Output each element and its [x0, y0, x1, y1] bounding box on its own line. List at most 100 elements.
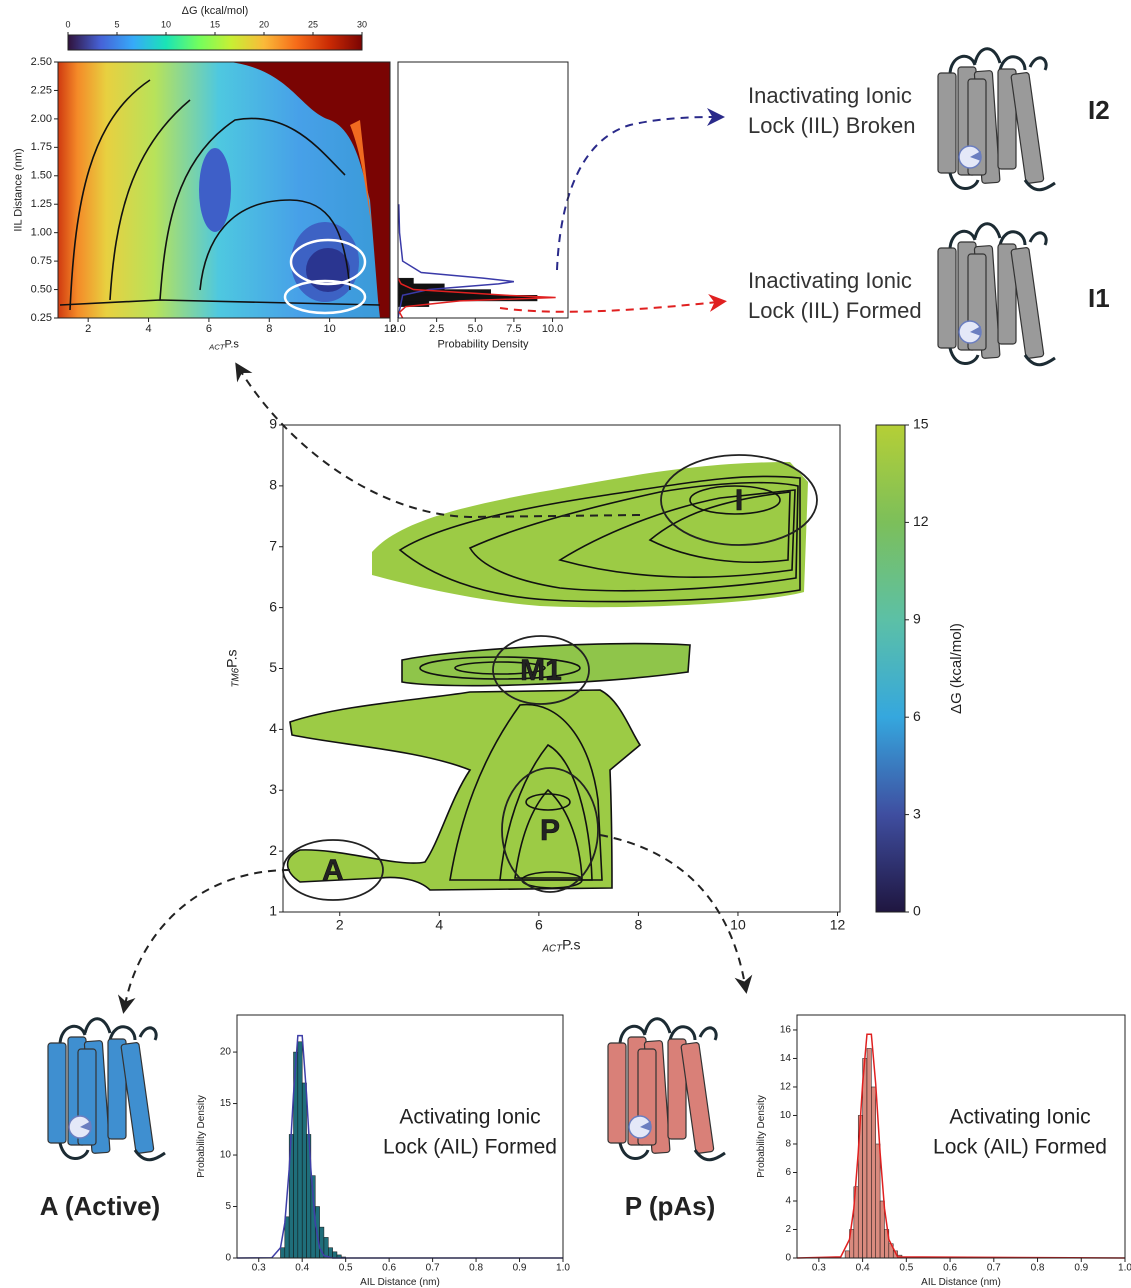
y-tick-label: 16	[780, 1025, 792, 1036]
histogram-bar	[844, 1250, 850, 1259]
x-tick-label: 0.0	[390, 323, 405, 335]
y-tick-label: 2	[785, 1224, 791, 1235]
y-tick-label: 14	[780, 1053, 792, 1064]
state-label: P (pAs)	[625, 1191, 716, 1221]
y-tick-label: 2.00	[31, 113, 52, 125]
heatmap-surface	[286, 462, 808, 891]
y-tick-label: 8	[785, 1139, 791, 1150]
y-tick-label: 6	[785, 1167, 791, 1178]
y-tick-label: 4	[269, 720, 277, 736]
x-tick-label: 0.3	[252, 1263, 266, 1274]
x-tick-label: 0.9	[1074, 1263, 1088, 1274]
state-annotation: M1	[520, 654, 562, 687]
axis-label-subscript: ACT	[541, 943, 563, 954]
x-axis-label: Probability Density	[437, 338, 529, 350]
y-axis-label: Probability Density	[756, 1095, 767, 1178]
x-tick-label: 8	[635, 917, 643, 933]
x-axis-label: AIL Distance (nm)	[921, 1277, 1001, 1288]
x-tick-label: 0.8	[469, 1263, 483, 1274]
colorbar-tick-label: 0	[65, 19, 70, 29]
colorbar-tick-label: 5	[114, 19, 119, 29]
y-tick-label: 15	[220, 1098, 232, 1109]
y-tick-label: 0	[785, 1253, 791, 1264]
y-axis-label: Probability Density	[196, 1095, 207, 1178]
histogram-bar	[397, 289, 491, 296]
receptor-cartoon	[606, 1017, 727, 1162]
colorbar-tick-label: 15	[210, 19, 220, 29]
x-axis-label: ACTP.s	[208, 338, 239, 351]
histogram-bar	[871, 1086, 876, 1259]
histogram-bar	[875, 1143, 881, 1259]
axis-label-main: P.s	[562, 936, 580, 952]
colorbar-tick-label: 6	[913, 708, 921, 724]
x-axis-label: ACTP.s	[541, 936, 580, 954]
x-tick-label: 6	[206, 323, 212, 335]
colorbar-label: ΔG (kcal/mol)	[182, 5, 249, 17]
colorbar-tick-label: 20	[259, 19, 269, 29]
y-tick-label: 10	[780, 1110, 792, 1121]
axis-label-main: Probability Density	[756, 1095, 767, 1178]
histogram-bar	[332, 1251, 338, 1259]
state-description: Inactivating Ionic	[748, 268, 912, 293]
plot-annotation: Lock (AIL) Formed	[933, 1136, 1107, 1159]
y-tick-label: 2.50	[31, 56, 52, 68]
density-curve	[397, 277, 556, 319]
y-tick-label: 20	[220, 1047, 232, 1058]
state-description: Inactivating Ionic	[748, 83, 912, 108]
colorbar-tick-label: 3	[913, 805, 921, 821]
colorbar-tick-label: 12	[913, 513, 929, 529]
histogram-bar	[280, 1247, 286, 1259]
x-tick-label: 0.7	[426, 1263, 440, 1274]
density-curve	[236, 1034, 563, 1259]
y-tick-label: 2.25	[31, 84, 52, 96]
histogram-bar	[297, 1041, 303, 1259]
density-curve	[397, 204, 515, 319]
x-tick-label: 0.5	[339, 1263, 353, 1274]
x-tick-label: 4	[145, 323, 151, 335]
plot-frame	[236, 1014, 564, 1259]
colorbar	[67, 34, 363, 51]
axis-label-main: AIL Distance (nm)	[921, 1277, 1001, 1288]
y-tick-label: 1	[269, 903, 277, 919]
receptor-cartoon	[936, 222, 1057, 367]
y-tick-label: 6	[269, 598, 277, 614]
y-tick-label: 4	[785, 1196, 791, 1207]
x-tick-label: 0.9	[513, 1263, 527, 1274]
y-tick-label: 3	[269, 781, 277, 797]
y-tick-label: 10	[220, 1150, 232, 1161]
state-region	[501, 767, 599, 893]
state-region	[660, 454, 818, 546]
state-annotation: I	[735, 484, 743, 517]
plot-annotation: Activating Ionic	[399, 1106, 540, 1129]
x-tick-label: 5.0	[468, 323, 483, 335]
state-region	[492, 635, 590, 705]
x-tick-label: 0.6	[382, 1263, 396, 1274]
colorbar-tick-label: 25	[308, 19, 318, 29]
x-tick-label: 0.5	[899, 1263, 913, 1274]
y-tick-label: 5	[269, 659, 277, 675]
colorbar-tick-label: 15	[913, 416, 929, 432]
axis-label-main: Probability Density	[437, 338, 529, 350]
colorbar	[875, 424, 906, 913]
y-axis-label: TM6P.s	[223, 649, 241, 687]
x-tick-label: 2	[336, 917, 344, 933]
y-tick-label: 1.75	[31, 141, 52, 153]
histogram-bar	[862, 1058, 868, 1259]
plot-frame	[57, 61, 391, 319]
y-tick-label: 1.50	[31, 170, 52, 182]
x-tick-label: 6	[535, 917, 543, 933]
x-tick-label: 12	[830, 917, 846, 933]
colorbar-tick-label: 30	[357, 19, 367, 29]
axis-label-main: AIL Distance (nm)	[360, 1277, 440, 1288]
heatmap-surface	[58, 62, 390, 318]
colorbar-tick-label: 10	[161, 19, 171, 29]
x-tick-label: 0.4	[856, 1263, 870, 1274]
x-tick-label: 8	[266, 323, 272, 335]
x-tick-label: 0.7	[987, 1263, 1001, 1274]
axis-label-main: P.s	[223, 649, 239, 667]
receptor-cartoon	[936, 47, 1057, 192]
histogram-bar	[301, 1082, 307, 1259]
y-tick-label: 9	[269, 416, 277, 432]
y-tick-label: 7	[269, 537, 277, 553]
